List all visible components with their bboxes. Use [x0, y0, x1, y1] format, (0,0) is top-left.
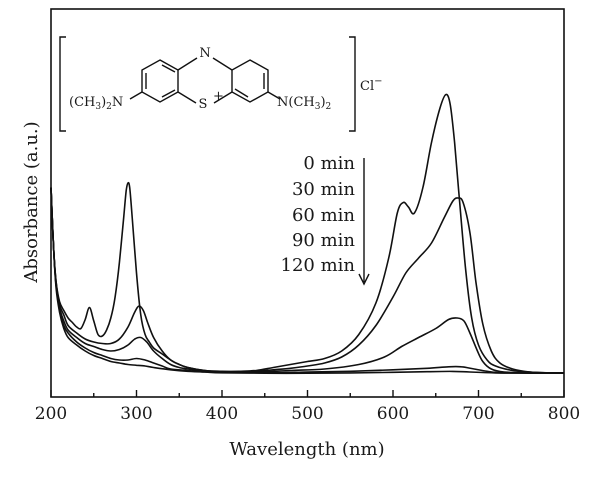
x-tick-label-600: 600: [377, 404, 409, 424]
legend-entry-0min: 0 min: [303, 153, 355, 174]
time-arrow-head: [358, 273, 370, 286]
legend: 0 min 30 min 60 min 90 min 120 min: [281, 153, 370, 286]
series-line-90min: [50, 187, 565, 374]
chloride-counter-ion: Cl−: [360, 76, 383, 94]
methylene-blue-structure: N S + (CH3)2N N(CH3)2 Cl−: [59, 36, 383, 132]
x-tick-label-400: 400: [206, 404, 238, 424]
x-tick-label-800: 800: [548, 404, 580, 424]
central-bond-2: [212, 57, 233, 71]
sulfur-label: S: [199, 97, 208, 112]
left-dimethylamino-label: (CH3)2N: [69, 95, 123, 112]
central-bond-3: [177, 91, 197, 104]
sulfur-charge: +: [213, 89, 224, 104]
series-line-120min: [50, 187, 565, 375]
nitrogen-ring-label: N: [199, 46, 210, 61]
left-ring-double-3: [161, 89, 176, 98]
left-ring-double-2: [161, 64, 176, 73]
right-dimethylamino-label: N(CH3)2: [277, 95, 331, 112]
left-ring: [141, 59, 179, 103]
legend-entry-30min: 30 min: [292, 179, 355, 200]
left-bracket: [59, 36, 66, 132]
svg-text:N(CH3)2: N(CH3)2: [277, 95, 331, 112]
legend-entry-90min: 90 min: [292, 230, 355, 251]
series-curves: [50, 93, 565, 375]
x-tick-label-200: 200: [35, 404, 67, 424]
x-tick-label-500: 500: [291, 404, 323, 424]
y-axis-label: Absorbance (a.u.): [21, 121, 42, 283]
x-tick-label-700: 700: [462, 404, 494, 424]
x-axis-ticks: [50, 390, 565, 397]
legend-entry-120min: 120 min: [281, 255, 356, 276]
right-ring-double-2: [234, 88, 249, 98]
x-axis-label: Wavelength (nm): [229, 439, 384, 460]
x-tick-label-300: 300: [120, 404, 152, 424]
left-amine-bond: [129, 91, 143, 100]
right-amine-bond: [267, 91, 281, 100]
svg-text:(CH3)2N: (CH3)2N: [69, 95, 123, 112]
legend-entry-60min: 60 min: [292, 205, 355, 226]
right-bracket: [349, 36, 356, 132]
series-line-60min: [50, 187, 565, 374]
svg-text:Cl−: Cl−: [360, 76, 383, 94]
central-bond-1: [177, 57, 198, 71]
central-bond-4: [213, 91, 233, 104]
x-axis-tick-labels: 200 300 400 500 600 700 800: [35, 404, 580, 424]
right-ring: [231, 59, 269, 103]
